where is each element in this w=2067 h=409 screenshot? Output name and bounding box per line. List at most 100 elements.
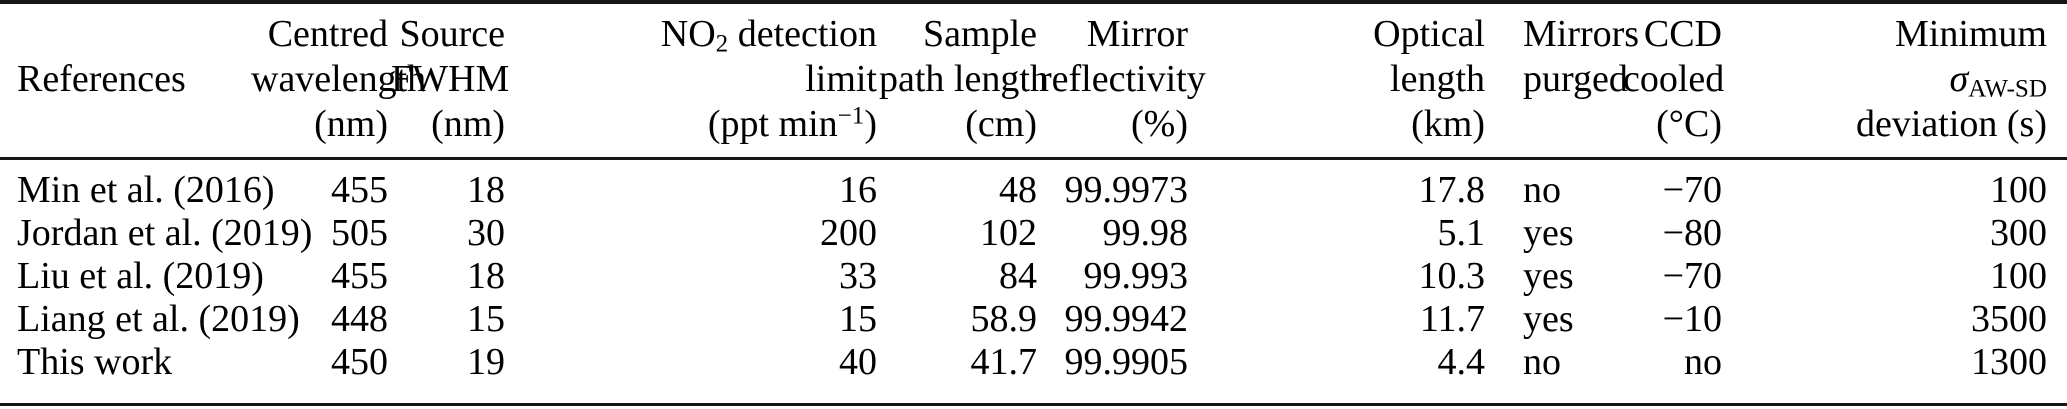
sigma-subscript: AW-SD (1968, 75, 2047, 103)
col-header-sample-path-length: Sample path length (cm) (878, 2, 1049, 160)
header-line: Source (399, 13, 505, 55)
cell-reference: Min et al. (2016) (17, 169, 275, 211)
header-line: Sample (923, 13, 1037, 55)
cell-mirror-reflectivity: 99.9942 (1064, 298, 1189, 340)
cell-sample-path-length: 41.7 (970, 341, 1038, 383)
header-line: Mirrors (1523, 13, 1640, 55)
header-line: length (1390, 58, 1485, 100)
header-line: deviation (s) (1855, 103, 2047, 145)
header-line: (nm) (314, 103, 388, 145)
header-line: Optical (1373, 13, 1485, 55)
table-row: Liang et al. (2019) 448 15 15 58.9 99.99… (0, 298, 2067, 341)
header-row: References Centred wavelength (nm) Sourc… (0, 2, 2067, 160)
col-header-references: References (0, 2, 250, 160)
table-row: Min et al. (2016) 455 18 16 48 99.9973 1… (0, 159, 2067, 213)
cell-optical-length: 10.3 (1418, 255, 1486, 297)
cell-optical-length: 4.4 (1437, 341, 1486, 383)
cell-sample-path-length: 58.9 (970, 298, 1038, 340)
cell-source-fwhm: 18 (467, 255, 505, 297)
cell-centred-wavelength: 505 (331, 212, 388, 254)
col-header-minimum-sigma: Minimum σAW-SD deviation (s) (1727, 2, 2067, 160)
cell-mirrors-purged: yes (1523, 298, 1574, 340)
cell-mirror-reflectivity: 99.9973 (1064, 169, 1189, 211)
header-line: Centred (267, 13, 388, 55)
no2-text: NO (660, 13, 716, 55)
cell-no2-detection-limit: 40 (839, 341, 877, 383)
header-line: (ppt min−1) (509, 102, 877, 147)
header-line: (nm) (431, 103, 505, 145)
cell-mirrors-purged: no (1523, 341, 1561, 383)
no2-subscript: 2 (715, 30, 729, 58)
header-line: path length (879, 58, 1049, 100)
table-header: References Centred wavelength (nm) Sourc… (0, 2, 2067, 160)
cell-source-fwhm: 18 (467, 169, 505, 211)
exponent-superscript: −1 (837, 102, 865, 130)
header-line: (%) (1131, 103, 1188, 145)
cell-centred-wavelength: 455 (331, 169, 388, 211)
cell-mirror-reflectivity: 99.993 (1083, 255, 1189, 297)
cell-minimum-sigma: 300 (1990, 212, 2047, 254)
header-line: wavelength (251, 58, 427, 100)
unit-text: (ppt min (707, 103, 838, 145)
cell-ccd-cooled: −70 (1662, 255, 1722, 297)
cell-ccd-cooled: −70 (1662, 169, 1722, 211)
cell-mirrors-purged: yes (1523, 212, 1574, 254)
col-header-mirror-reflectivity: Mirror reflectivity (%) (1038, 2, 1206, 160)
cell-mirror-reflectivity: 99.98 (1102, 212, 1189, 254)
header-line: References (17, 58, 186, 100)
header-line: σAW-SD (1728, 57, 2047, 102)
cell-centred-wavelength: 448 (331, 298, 388, 340)
header-line: (cm) (965, 103, 1037, 145)
col-header-no2-detection-limit: NO2 detection limit (ppt min−1) (508, 2, 878, 160)
col-header-centred-wavelength: Centred wavelength (nm) (250, 2, 427, 160)
cell-source-fwhm: 15 (467, 298, 505, 340)
header-line: FWHM (391, 58, 510, 100)
col-header-source-fwhm: Source FWHM (nm) (390, 2, 510, 160)
cell-sample-path-length: 48 (999, 169, 1037, 211)
cell-sample-path-length: 102 (980, 212, 1037, 254)
cell-centred-wavelength: 450 (331, 341, 388, 383)
cell-optical-length: 5.1 (1437, 212, 1486, 254)
table-row: Liu et al. (2019) 455 18 33 84 99.993 10… (0, 255, 2067, 298)
col-header-optical-length: Optical length (km) (1190, 2, 1487, 160)
cell-no2-detection-limit: 16 (839, 169, 877, 211)
header-line: (km) (1411, 103, 1485, 145)
cell-optical-length: 11.7 (1419, 298, 1485, 340)
cell-minimum-sigma: 1300 (1971, 341, 2047, 383)
sigma-symbol: σ (1949, 58, 1969, 100)
header-line: CCD (1643, 13, 1722, 55)
cell-reference: Jordan et al. (2019) (17, 212, 313, 254)
cell-source-fwhm: 19 (467, 341, 505, 383)
header-line (1523, 102, 1621, 147)
col-header-mirrors-purged: Mirrors purged (1487, 2, 1640, 160)
header-line: NO2 detection (509, 12, 877, 57)
cell-no2-detection-limit: 15 (839, 298, 877, 340)
header-line: purged (1523, 58, 1628, 100)
cell-reference: Liang et al. (2019) (17, 298, 300, 340)
header-line: limit (805, 58, 877, 100)
cell-reference: Liu et al. (2019) (17, 255, 264, 297)
header-line: (°C) (1656, 103, 1722, 145)
table-body: Min et al. (2016) 455 18 16 48 99.9973 1… (0, 159, 2067, 405)
cell-ccd-cooled: −10 (1662, 298, 1722, 340)
header-line (17, 12, 249, 57)
header-line (17, 102, 249, 147)
cell-mirror-reflectivity: 99.9905 (1064, 341, 1189, 383)
cell-minimum-sigma: 100 (1990, 255, 2047, 297)
cell-mirrors-purged: no (1523, 169, 1561, 211)
cell-ccd-cooled: −80 (1662, 212, 1722, 254)
cell-no2-detection-limit: 33 (839, 255, 877, 297)
cell-source-fwhm: 30 (467, 212, 505, 254)
table-row: Jordan et al. (2019) 505 30 200 102 99.9… (0, 212, 2067, 255)
cell-centred-wavelength: 455 (331, 255, 388, 297)
cell-mirrors-purged: yes (1523, 255, 1574, 297)
header-line: Minimum (1894, 13, 2047, 55)
col-header-ccd-cooled: CCD cooled (°C) (1622, 2, 1727, 160)
table-row: This work 450 19 40 41.7 99.9905 4.4 no … (0, 341, 2067, 405)
detection-text: detection (728, 13, 877, 55)
unit-close-paren: ) (864, 103, 877, 145)
cell-minimum-sigma: 100 (1990, 169, 2047, 211)
header-line: reflectivity (1039, 58, 1206, 100)
cell-reference: This work (17, 341, 173, 383)
